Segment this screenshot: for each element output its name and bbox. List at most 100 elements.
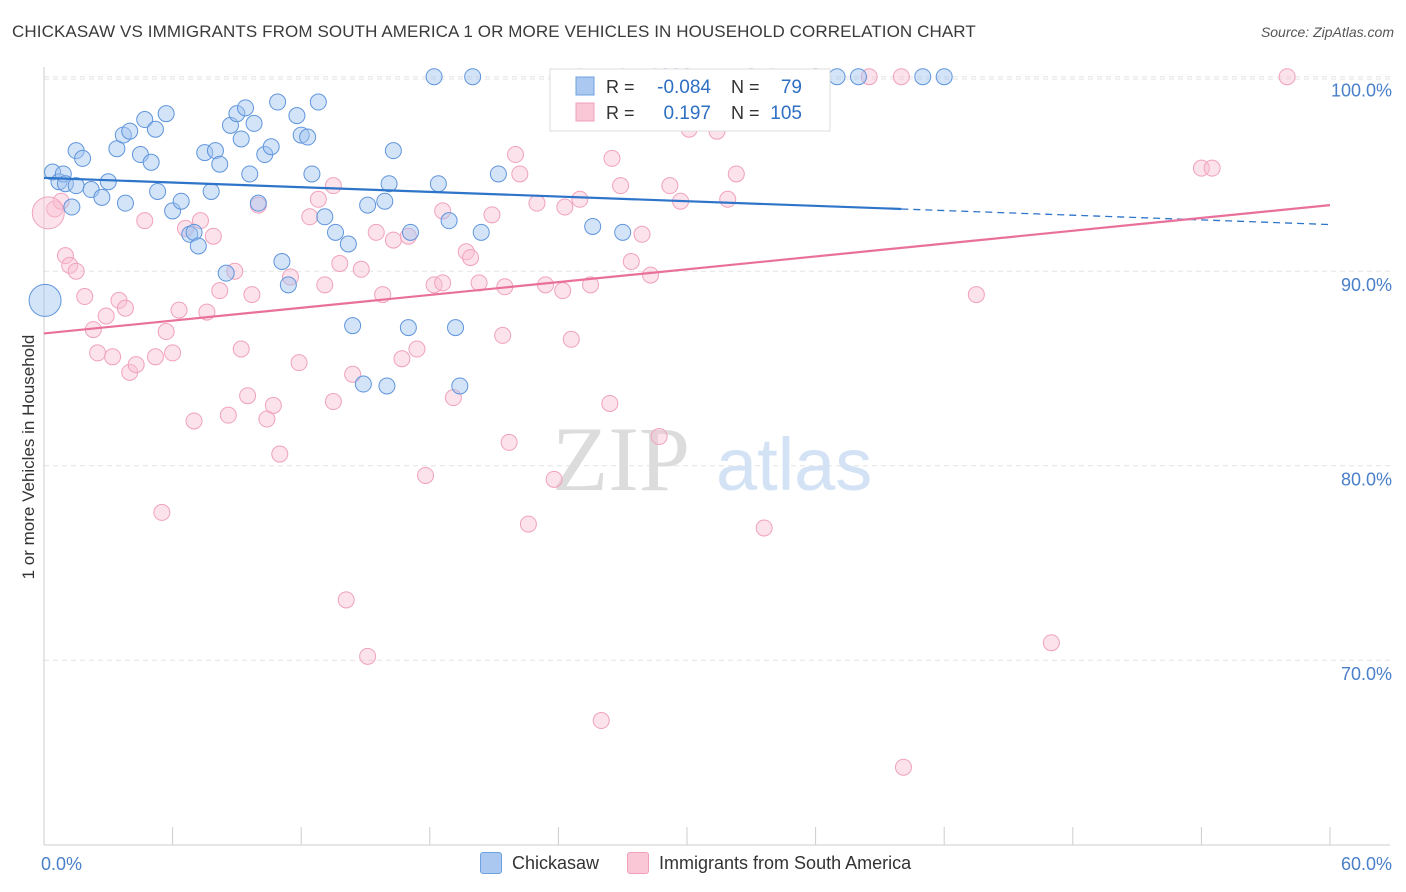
point-immigrants [211, 282, 229, 300]
point-immigrants [52, 192, 70, 210]
point-chickasaw [380, 175, 398, 193]
point-immigrants [56, 247, 74, 265]
point-immigrants [301, 208, 319, 226]
point-chickasaw [614, 223, 632, 241]
point-immigrants [384, 231, 402, 249]
point-immigrants [622, 253, 640, 270]
point-chickasaw [142, 153, 160, 171]
point-chickasaw [359, 196, 377, 214]
point-immigrants [1278, 68, 1296, 86]
point-immigrants [153, 503, 171, 521]
point-immigrants [603, 149, 621, 167]
point-immigrants [104, 348, 122, 366]
point-chickasaw [472, 223, 490, 241]
point-immigrants [494, 326, 512, 344]
point-immigrants [967, 286, 985, 304]
point-chickasaw [489, 165, 507, 183]
trend-line-chickasaw [43, 176, 902, 211]
y-tick-label: 100.0% [1331, 81, 1392, 101]
point-immigrants [408, 340, 426, 358]
point-chickasaw [228, 105, 246, 123]
point-immigrants [582, 276, 600, 294]
point-immigrants [331, 254, 349, 272]
stats-r-label-pink: R = [606, 103, 635, 123]
point-chickasaw [196, 144, 214, 162]
point-immigrants [425, 276, 443, 294]
series-immigrants-points [31, 68, 1296, 776]
point-chickasaw [185, 223, 203, 241]
point-chickasaw [376, 192, 394, 210]
chart-title: CHICKASAW VS IMMIGRANTS FROM SOUTH AMERI… [12, 22, 976, 41]
point-immigrants [483, 206, 501, 224]
trend-lines [43, 176, 1331, 335]
point-chickasaw [299, 128, 317, 146]
point-chickasaw [44, 163, 62, 181]
point-immigrants [519, 515, 537, 533]
stats-swatch-pink [575, 102, 595, 122]
source-label: Source: ZipAtlas.com [1260, 24, 1394, 40]
stats-box: R = -0.084 N = 79 R = 0.197 N = 105 [549, 68, 831, 132]
point-chickasaw [584, 217, 602, 235]
watermark-atlas: atlas [716, 423, 872, 506]
point-immigrants [127, 356, 145, 374]
point-immigrants [226, 262, 244, 280]
point-chickasaw [828, 68, 846, 86]
point-chickasaw [440, 212, 458, 230]
point-chickasaw [279, 276, 297, 294]
point-chickasaw [157, 105, 175, 123]
point-immigrants [500, 433, 518, 451]
x-tick-label: 60.0% [1341, 854, 1392, 874]
y-tick-label: 90.0% [1341, 275, 1392, 295]
point-chickasaw [146, 120, 164, 138]
point-chickasaw [121, 122, 139, 140]
point-immigrants [393, 350, 411, 368]
point-immigrants [719, 190, 737, 208]
point-chickasaw [93, 188, 111, 206]
point-immigrants [258, 410, 276, 428]
point-chickasaw [326, 223, 344, 241]
legend-item-immigrants: Immigrants from South America [627, 852, 911, 874]
watermark-zip: ZIP [552, 408, 690, 510]
point-chickasaw [232, 130, 250, 148]
point-chickasaw [447, 319, 465, 337]
point-immigrants [417, 466, 435, 484]
point-immigrants [545, 470, 563, 488]
point-immigrants [556, 198, 574, 216]
axes [43, 67, 1390, 846]
point-immigrants [511, 165, 529, 183]
stats-r-label-blue: R = [606, 77, 635, 97]
point-immigrants [97, 307, 115, 325]
point-immigrants [61, 256, 79, 274]
point-immigrants [324, 393, 342, 411]
point-chickasaw [241, 165, 259, 183]
point-immigrants [136, 212, 154, 230]
point-chickasaw [74, 149, 92, 167]
point-chickasaw [288, 107, 306, 125]
point-chickasaw [245, 114, 263, 132]
point-chickasaw [149, 182, 167, 200]
point-chickasaw [303, 165, 321, 183]
point-immigrants [243, 286, 261, 304]
point-chickasaw [339, 235, 357, 253]
point-immigrants [204, 227, 222, 245]
legend-label-immigrants: Immigrants from South America [659, 852, 912, 873]
point-immigrants [601, 394, 619, 412]
point-chickasaw [63, 198, 81, 216]
point-immigrants [116, 299, 134, 317]
point-chickasaw [206, 142, 224, 160]
tick-labels: 70.0% 80.0% 90.0% 100.0% 0.0% 60.0% [41, 81, 1392, 874]
point-chickasaw [344, 317, 362, 335]
point-chickasaw [354, 375, 372, 393]
point-immigrants [146, 348, 164, 366]
stats-swatch-blue [575, 76, 595, 96]
point-immigrants [344, 365, 362, 383]
point-immigrants [239, 387, 257, 405]
point-immigrants [571, 190, 589, 208]
point-immigrants [76, 288, 94, 306]
point-immigrants [264, 396, 282, 414]
point-chickasaw [429, 175, 447, 193]
point-immigrants [309, 190, 327, 208]
point-immigrants [185, 412, 203, 430]
stats-r-value-pink: 0.197 [663, 103, 711, 124]
point-immigrants [1203, 159, 1221, 177]
